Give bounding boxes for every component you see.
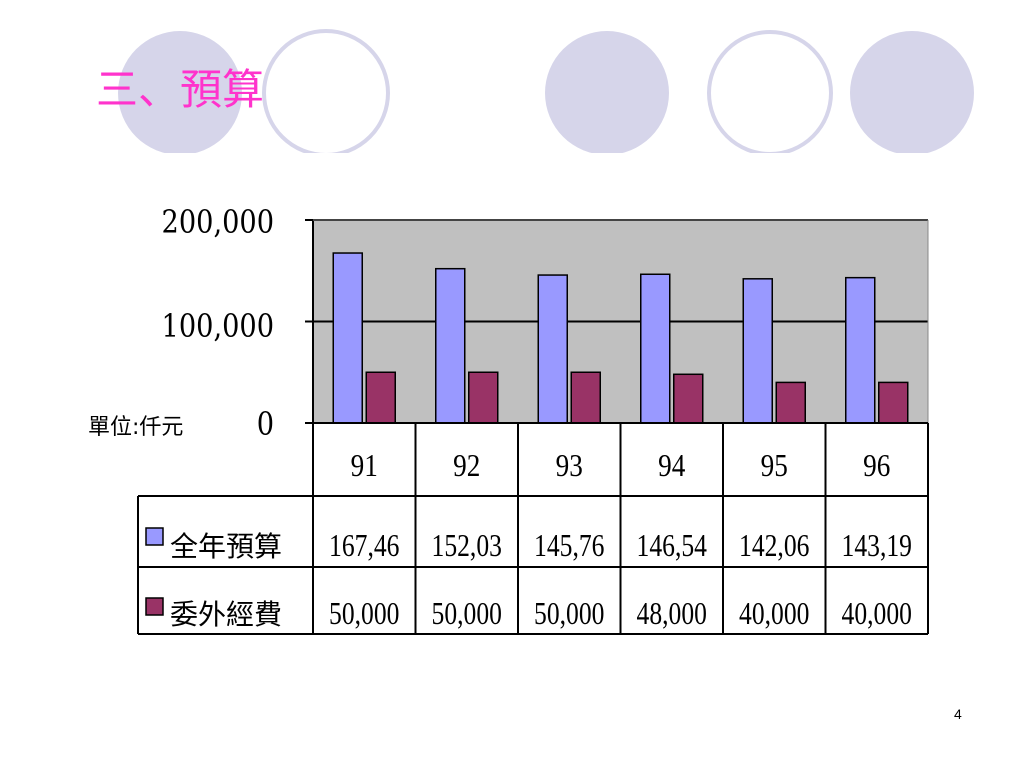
data-label-budget-95: 142,06	[739, 528, 809, 563]
bar-outsourcing-95	[775, 381, 806, 424]
data-table: 91 92 93 94 95 96 全年預算 167,46 152,03 145,76 146,54…	[137, 422, 929, 635]
x-tick-label-95: 95	[761, 449, 788, 483]
data-label-outsourcing-94: 48,000	[637, 596, 707, 631]
decor-circle-filled-1	[118, 31, 242, 155]
header-decoration	[0, 29, 1024, 160]
legend-swatch-budget	[145, 527, 164, 546]
legend-label-budget: 全年預算	[170, 530, 282, 563]
x-tick-label-93: 93	[556, 449, 583, 483]
y-tick-label-100000: 100,000	[161, 307, 274, 345]
plot-area	[305, 219, 929, 424]
data-label-budget-93: 145,76	[534, 528, 604, 563]
x-tick-label-92: 92	[453, 449, 480, 483]
data-label-budget-94: 146,54	[637, 528, 708, 563]
legend-swatch-outsourcing	[145, 597, 164, 616]
bar-budget-93	[537, 274, 568, 424]
bar-budget-96	[845, 276, 876, 424]
bar-outsourcing-91	[365, 371, 396, 424]
bar-budget-91	[332, 252, 363, 424]
bar-budget-92	[435, 267, 466, 424]
data-label-outsourcing-95: 40,000	[739, 596, 809, 631]
data-label-budget-96: 143,19	[842, 528, 912, 563]
bar-outsourcing-96	[878, 381, 909, 424]
slide-title: 三、預算	[96, 65, 265, 114]
bar-outsourcing-93	[570, 371, 601, 424]
bar-budget-94	[640, 273, 671, 424]
x-tick-label-91: 91	[351, 449, 378, 483]
bar-outsourcing-94	[673, 373, 704, 424]
x-tick-label-96: 96	[863, 449, 890, 483]
decor-circle-filled-2	[545, 31, 669, 155]
legend-label-outsourcing: 委外經費	[170, 598, 282, 631]
bar-budget-95	[742, 278, 773, 424]
data-label-budget-92: 152,03	[432, 528, 502, 563]
decor-circle-filled-3	[850, 31, 974, 155]
bar-outsourcing-92	[468, 371, 499, 424]
data-label-outsourcing-92: 50,000	[432, 596, 502, 631]
data-label-outsourcing-96: 40,000	[842, 596, 912, 631]
data-label-outsourcing-93: 50,000	[534, 596, 604, 631]
y-tick-label-200000: 200,000	[161, 203, 274, 241]
x-tick-label-94: 94	[658, 449, 685, 483]
unit-label: 單位:仟元	[88, 415, 184, 440]
data-label-budget-91: 167,46	[329, 528, 399, 563]
y-tick-label-0: 0	[256, 405, 274, 443]
page-number: 4	[954, 706, 962, 722]
data-label-outsourcing-91: 50,000	[329, 596, 399, 631]
